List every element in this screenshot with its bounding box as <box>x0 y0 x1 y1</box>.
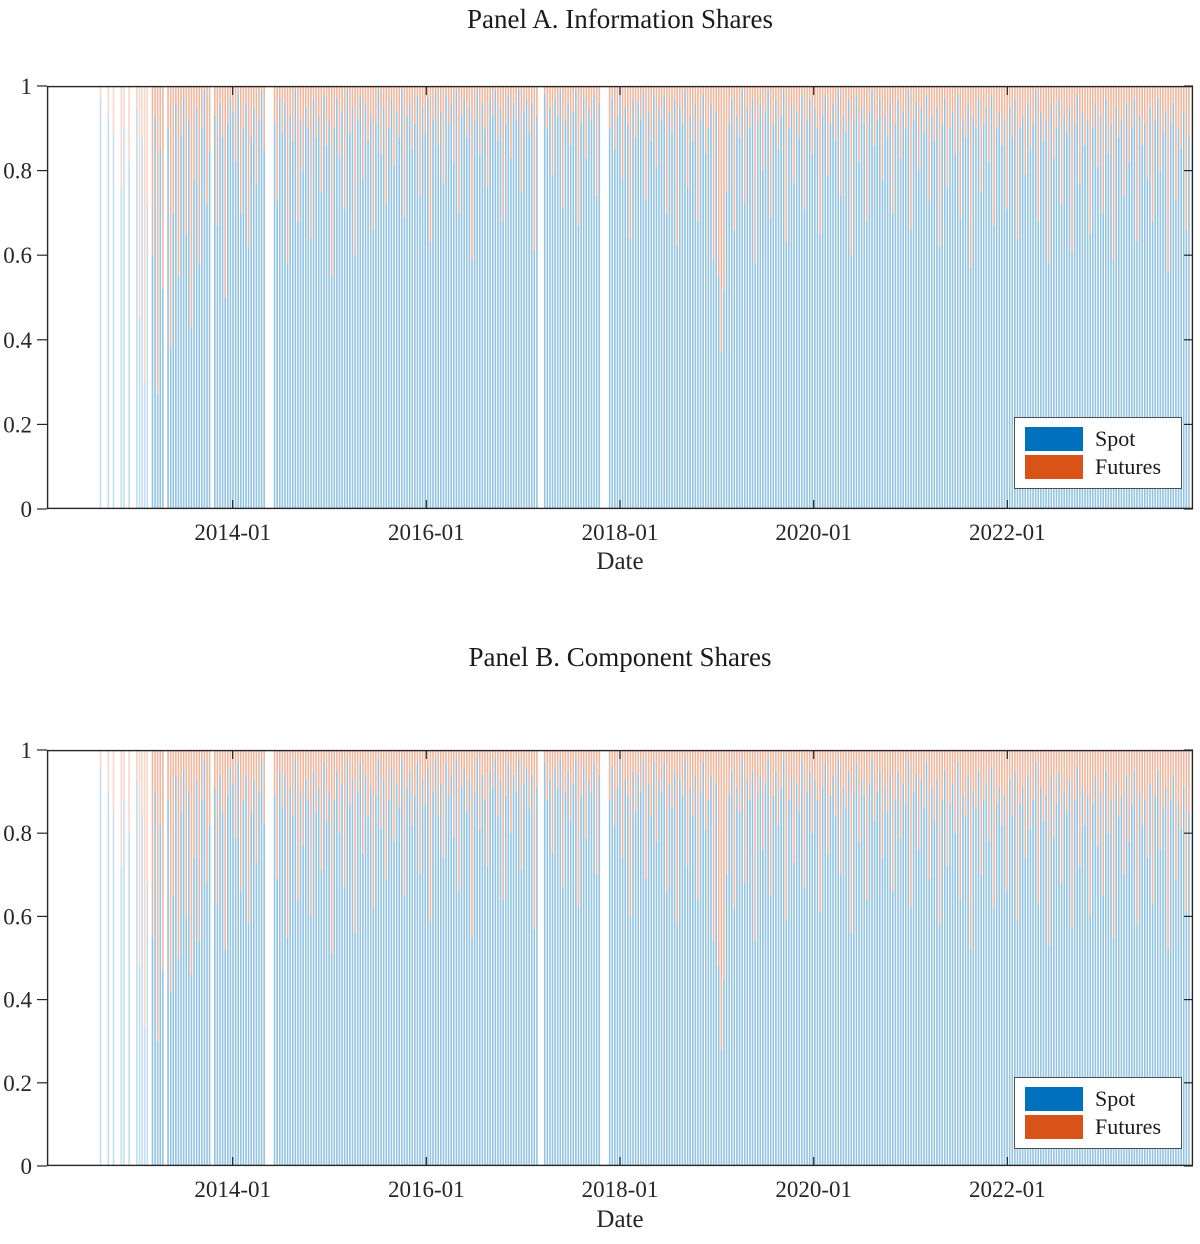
panel-b-xaxis-label: Date <box>596 1206 644 1233</box>
svg-text:0.8: 0.8 <box>3 821 32 846</box>
panel-a-plot-area: 0 0.2 0.4 0.6 0.8 1 2014-01 2016-01 2018-01 2020-… <box>3 74 1194 545</box>
legend-entry-futures: Futures <box>1025 454 1171 480</box>
panel-b-plot-area: 0 0.2 0.4 0.6 0.8 1 2014-01 2016-01 2018-01 2020-… <box>3 738 1194 1202</box>
svg-text:2016-01: 2016-01 <box>388 520 465 545</box>
panel-a-xaxis-label: Date <box>596 548 644 575</box>
svg-text:0: 0 <box>21 1154 33 1179</box>
svg-text:2018-01: 2018-01 <box>582 520 659 545</box>
panel-a-legend: Spot Futures <box>1014 417 1182 489</box>
svg-text:2022-01: 2022-01 <box>969 520 1046 545</box>
panel-b-legend: Spot Futures <box>1014 1077 1182 1149</box>
legend-label-futures: Futures <box>1095 1114 1161 1139</box>
svg-text:2014-01: 2014-01 <box>194 520 271 545</box>
svg-text:0.4: 0.4 <box>3 328 32 353</box>
legend-entry-spot: Spot <box>1025 426 1171 452</box>
legend-label-spot: Spot <box>1095 1086 1136 1111</box>
legend-label-futures: Futures <box>1095 454 1161 479</box>
spot-color-swatch <box>1025 427 1083 451</box>
svg-text:2022-01: 2022-01 <box>969 1177 1046 1202</box>
legend-entry-futures: Futures <box>1025 1114 1171 1140</box>
svg-text:0.4: 0.4 <box>3 988 32 1013</box>
svg-text:2016-01: 2016-01 <box>388 1177 465 1202</box>
svg-text:2018-01: 2018-01 <box>582 1177 659 1202</box>
futures-color-swatch <box>1025 455 1083 479</box>
svg-text:2020-01: 2020-01 <box>775 520 852 545</box>
legend-label-spot: Spot <box>1095 426 1136 451</box>
panel-b-title: Panel B. Component Shares <box>468 642 772 672</box>
svg-text:0: 0 <box>21 497 33 522</box>
svg-text:0.8: 0.8 <box>3 159 32 184</box>
svg-text:0.2: 0.2 <box>3 1071 32 1096</box>
svg-text:1: 1 <box>21 74 33 99</box>
svg-text:0.6: 0.6 <box>3 243 32 268</box>
spot-color-swatch <box>1025 1087 1083 1111</box>
svg-text:0.6: 0.6 <box>3 904 32 929</box>
svg-text:1: 1 <box>21 738 33 763</box>
svg-text:0.2: 0.2 <box>3 412 32 437</box>
svg-text:2014-01: 2014-01 <box>194 1177 271 1202</box>
futures-color-swatch <box>1025 1115 1083 1139</box>
panel-a-title: Panel A. Information Shares <box>467 4 773 34</box>
svg-text:2020-01: 2020-01 <box>775 1177 852 1202</box>
legend-entry-spot: Spot <box>1025 1086 1171 1112</box>
